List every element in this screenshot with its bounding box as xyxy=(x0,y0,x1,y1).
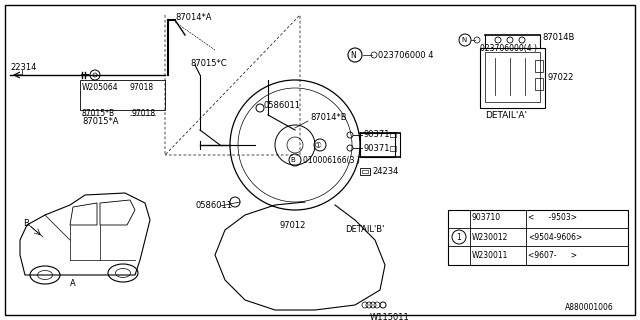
Bar xyxy=(448,210,628,265)
Text: 87015*C: 87015*C xyxy=(190,59,227,68)
Text: 010006166(3 ): 010006166(3 ) xyxy=(303,156,360,164)
Bar xyxy=(360,168,370,175)
Bar xyxy=(360,133,395,157)
Bar xyxy=(535,60,543,72)
Text: W205064: W205064 xyxy=(82,84,118,92)
Text: W230011: W230011 xyxy=(472,251,508,260)
Text: 97018: 97018 xyxy=(132,109,156,118)
Text: 87014B: 87014B xyxy=(542,34,574,43)
Bar xyxy=(485,52,540,102)
Text: 22314: 22314 xyxy=(10,62,36,71)
Text: A880001006: A880001006 xyxy=(565,303,614,313)
Text: B: B xyxy=(291,157,296,163)
Text: DETAIL'A': DETAIL'A' xyxy=(485,110,527,119)
Text: 023706000 4: 023706000 4 xyxy=(378,51,433,60)
Text: 023706000(4 ): 023706000(4 ) xyxy=(480,44,537,52)
Text: 0586011: 0586011 xyxy=(195,202,232,211)
Text: 97012: 97012 xyxy=(280,220,307,229)
Text: W230012: W230012 xyxy=(472,233,508,242)
Text: <9504-9606>: <9504-9606> xyxy=(528,233,582,242)
Text: 87014*A: 87014*A xyxy=(175,13,211,22)
Text: <      -9503>: < -9503> xyxy=(528,213,577,222)
Text: 1: 1 xyxy=(456,233,461,242)
Bar xyxy=(362,170,368,173)
Text: DETAIL'B': DETAIL'B' xyxy=(345,226,385,235)
Text: 87014*B: 87014*B xyxy=(310,114,347,123)
Text: W115011: W115011 xyxy=(370,313,410,320)
Bar xyxy=(80,80,165,110)
Text: <9607-      >: <9607- > xyxy=(528,251,577,260)
Bar xyxy=(480,48,545,108)
Text: 87015*B: 87015*B xyxy=(82,109,115,118)
Text: 903710: 903710 xyxy=(472,213,501,222)
Text: N: N xyxy=(461,37,467,43)
Text: N: N xyxy=(350,51,356,60)
Bar xyxy=(535,78,543,90)
Text: A: A xyxy=(70,278,76,287)
Text: 90371□: 90371□ xyxy=(364,131,398,140)
Text: 0586011: 0586011 xyxy=(263,101,300,110)
Text: 97018: 97018 xyxy=(130,84,154,92)
Text: 90371□: 90371□ xyxy=(364,143,398,153)
Text: 24234: 24234 xyxy=(372,166,398,175)
Text: 87015*A: 87015*A xyxy=(82,117,118,126)
Text: 97022: 97022 xyxy=(547,74,573,83)
Text: B: B xyxy=(23,219,29,228)
Text: ①: ① xyxy=(315,140,321,149)
